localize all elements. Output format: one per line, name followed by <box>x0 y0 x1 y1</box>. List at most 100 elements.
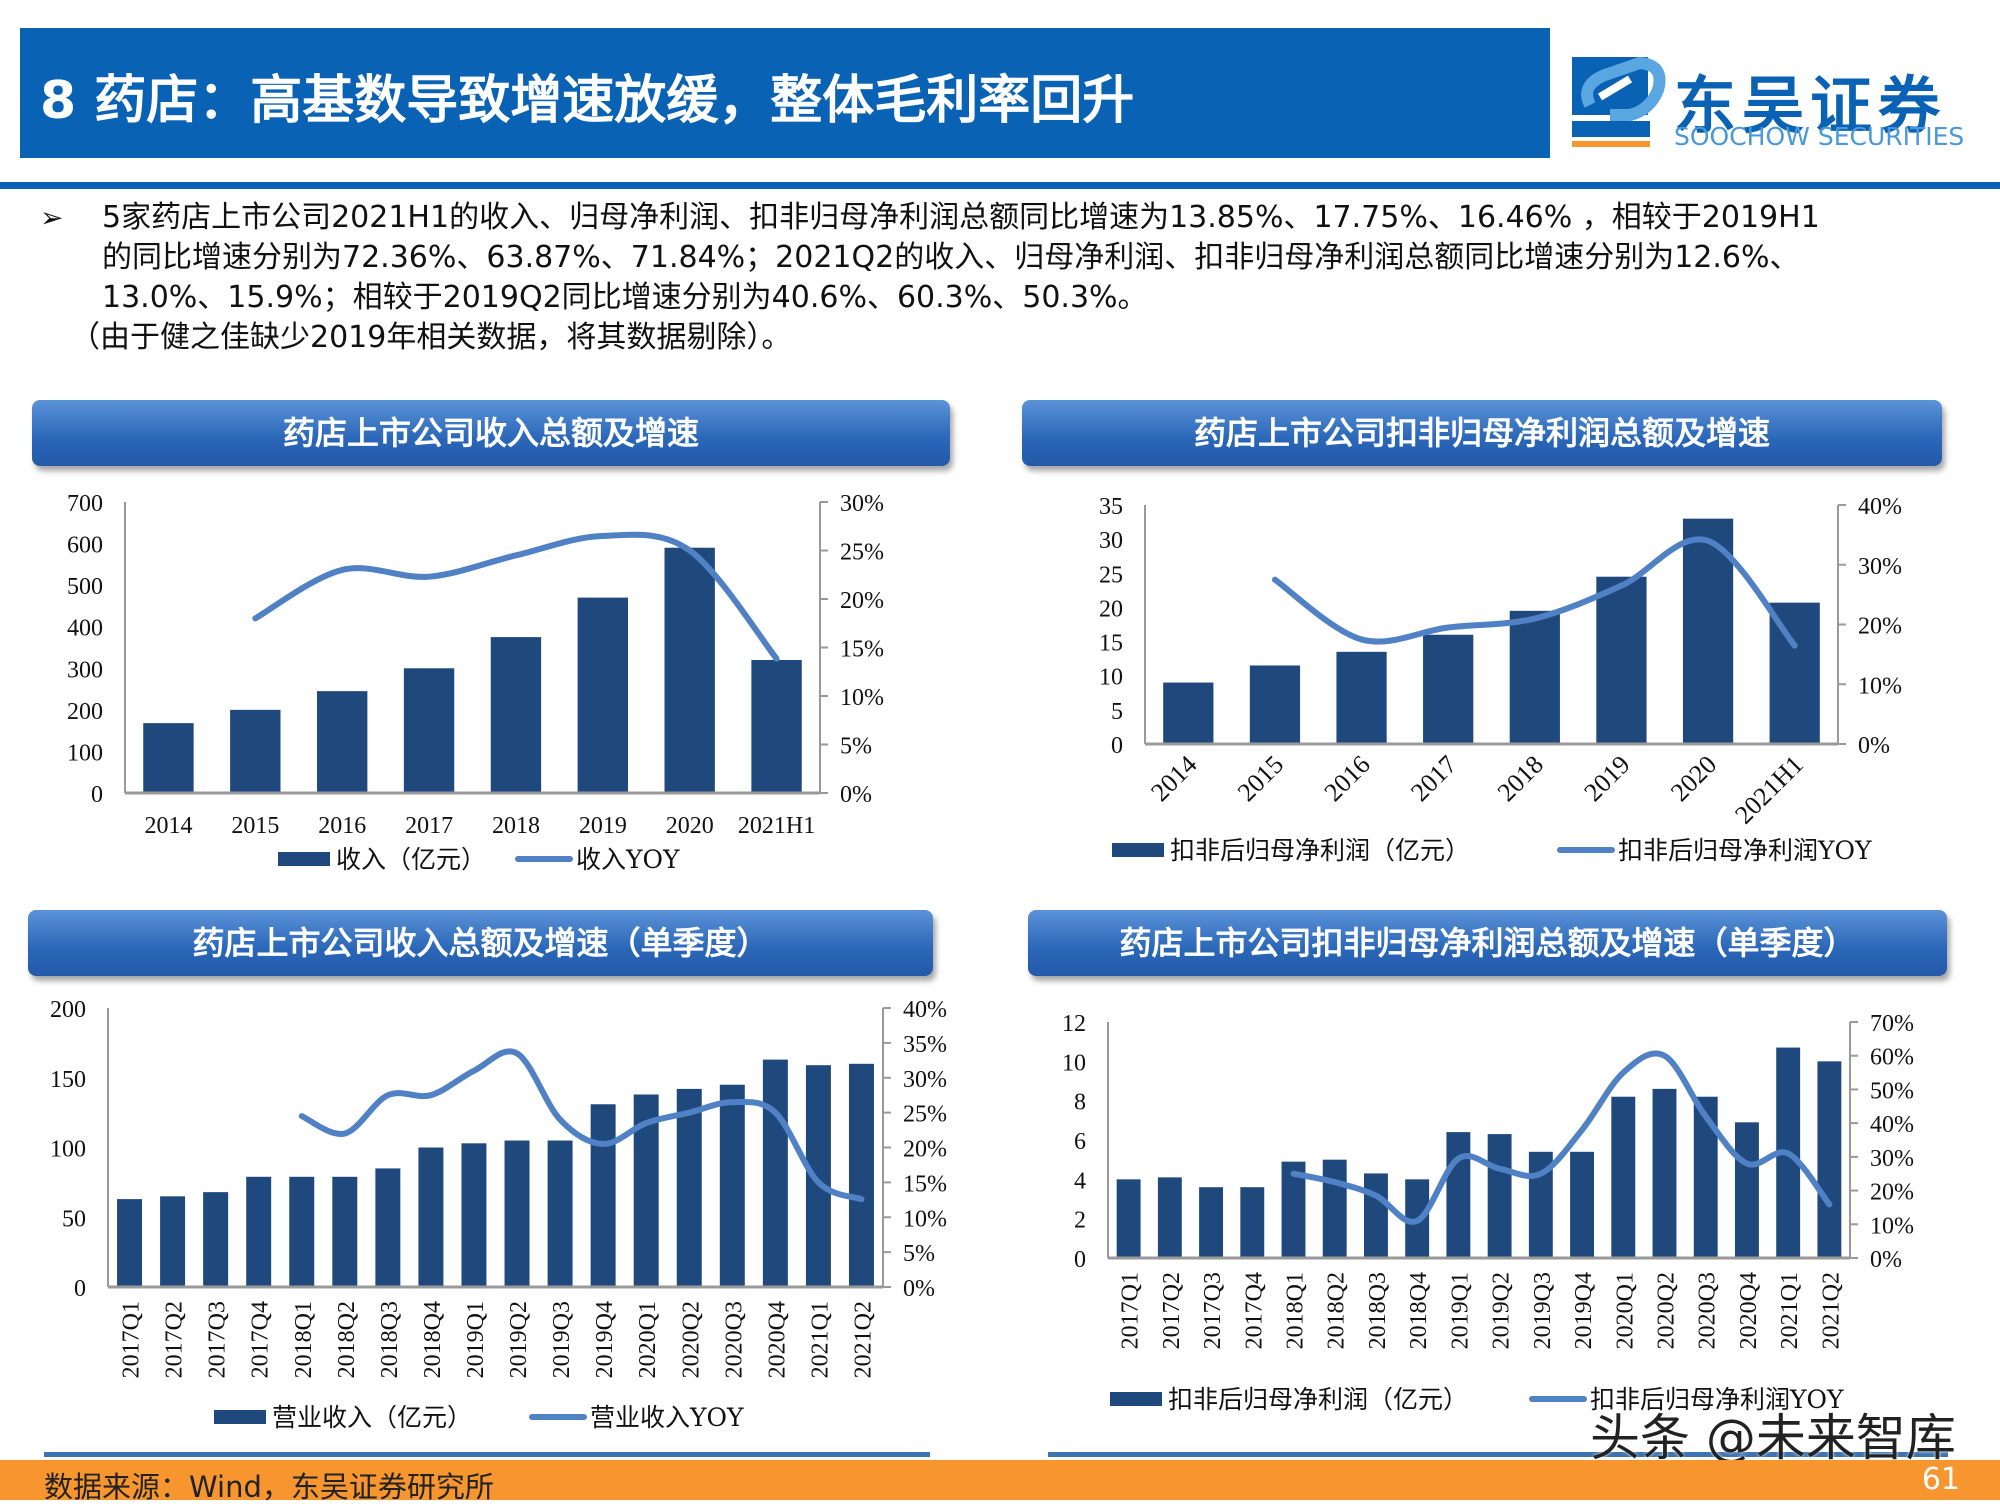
y-right-tick-label: 50% <box>1870 1078 1914 1104</box>
y-left-tick-label: 0 <box>1074 1247 1086 1273</box>
y-right-tick-label: 0% <box>840 782 872 808</box>
legend-bar-swatch <box>214 1410 266 1424</box>
y-right-tick-label: 25% <box>840 540 884 566</box>
x-tick-label: 2017Q4 <box>1241 1272 1267 1349</box>
y-left-tick-label: 15 <box>1099 631 1123 657</box>
bar <box>375 1168 401 1287</box>
scs-logo-icon <box>1572 56 1666 147</box>
x-tick-label: 2018Q1 <box>291 1301 317 1378</box>
x-tick-label: 2018Q3 <box>1365 1272 1391 1349</box>
bar <box>1734 1122 1759 1258</box>
y-left-tick-label: 25 <box>1099 562 1123 588</box>
y-left-tick-label: 0 <box>91 782 103 808</box>
bar <box>246 1176 272 1287</box>
yoy-line <box>1271 536 1798 649</box>
legend-bar-swatch <box>1110 1392 1162 1406</box>
y-right-tick-label: 40% <box>1870 1112 1914 1138</box>
logo-text-en: SOOCHOW SECURITIES <box>1674 122 1965 151</box>
x-tick-label: 2021H1 <box>738 813 815 839</box>
x-tick-label: 2017Q4 <box>248 1301 274 1378</box>
bar <box>1249 665 1301 744</box>
bar <box>676 1088 702 1287</box>
yoy-line <box>298 1048 865 1203</box>
bar <box>848 1063 874 1287</box>
summary-line: 的同比增速分别为72.36%、63.87%、71.84%；2021Q2的收入、归… <box>102 240 1800 275</box>
bar <box>332 1176 358 1287</box>
x-tick-label: 2017Q1 <box>119 1301 145 1378</box>
footer-divider <box>1048 1452 1948 1457</box>
x-tick-label: 2019Q4 <box>592 1301 618 1378</box>
x-tick-label: 2017Q1 <box>1118 1272 1144 1349</box>
x-tick-label: 2020Q2 <box>678 1301 704 1378</box>
x-tick-label: 2015 <box>231 813 279 839</box>
y-right-tick-label: 40% <box>903 997 947 1023</box>
bar <box>117 1199 143 1287</box>
y-left-tick-label: 2 <box>1074 1208 1086 1234</box>
x-tick-label: 2021Q2 <box>850 1301 876 1378</box>
y-left-tick-label: 20 <box>1099 596 1123 622</box>
summary-note: （由于健之佳缺少2019年相关数据，将其数据剔除）。 <box>70 320 792 355</box>
bar <box>1199 1187 1224 1258</box>
company-logo: 东吴证券 SOOCHOW SECURITIES <box>1570 55 1970 155</box>
page-number: 61 <box>1921 1462 1960 1497</box>
bar <box>1423 634 1474 744</box>
y-left-tick-label: 0 <box>1111 733 1123 759</box>
bar <box>1817 1061 1842 1258</box>
y-right-tick-label: 30% <box>1858 554 1902 580</box>
bar <box>504 1140 530 1287</box>
x-tick-label: 2019Q2 <box>1489 1272 1515 1349</box>
y-right-tick-label: 10% <box>903 1206 947 1232</box>
x-tick-label: 2020Q4 <box>764 1301 790 1378</box>
x-tick-label: 2021Q1 <box>807 1301 833 1378</box>
bar <box>1336 651 1387 744</box>
chart-title-profit-quarterly: 药店上市公司扣非归母净利润总额及增速（单季度） <box>1028 910 1947 976</box>
watermark: 头条 @未来智库 <box>1590 1409 1956 1467</box>
x-tick-label: 2014 <box>1145 750 1202 807</box>
x-tick-label: 2019 <box>1578 750 1635 807</box>
bar <box>577 597 629 793</box>
x-tick-label: 2020Q3 <box>1695 1272 1721 1349</box>
bar <box>1509 610 1560 744</box>
bar <box>664 547 715 793</box>
y-left-tick-label: 600 <box>67 533 103 559</box>
y-right-tick-label: 15% <box>903 1171 947 1197</box>
bar <box>316 691 368 793</box>
x-tick-label: 2020Q4 <box>1736 1272 1762 1349</box>
x-tick-label: 2019Q3 <box>1530 1272 1556 1349</box>
y-left-tick-label: 12 <box>1062 1011 1086 1037</box>
y-right-tick-label: 5% <box>903 1241 935 1267</box>
bar <box>1240 1187 1265 1258</box>
y-right-tick-label: 20% <box>1858 614 1902 640</box>
page-title: 8 药店：高基数导致增速放缓，整体毛利率回升 <box>40 71 1135 131</box>
x-tick-label: 2021Q2 <box>1818 1272 1844 1349</box>
bar <box>590 1104 616 1287</box>
y-right-tick-label: 20% <box>903 1137 947 1163</box>
x-tick-label: 2020Q2 <box>1654 1272 1680 1349</box>
arrow-bullet-icon: ➢ <box>40 201 64 234</box>
bar <box>1322 1159 1347 1258</box>
x-tick-label: 2019Q2 <box>506 1301 532 1378</box>
y-right-tick-label: 30% <box>1870 1146 1914 1172</box>
legend-bar-label: 扣非后归母净利润（亿元） <box>1168 1385 1468 1414</box>
logo-text-cn: 东吴证券 <box>1674 69 1947 142</box>
y-right-tick-label: 0% <box>1870 1247 1902 1273</box>
y-left-tick-label: 200 <box>50 997 86 1023</box>
legend-line-label: 收入YOY <box>576 845 680 874</box>
legend-line-label: 扣非后归母净利润YOY <box>1618 836 1872 865</box>
legend-line-label: 营业收入YOY <box>590 1403 744 1432</box>
bar <box>490 637 542 793</box>
x-tick-label: 2018Q4 <box>1406 1272 1432 1349</box>
bar <box>461 1143 487 1287</box>
x-tick-label: 2017Q3 <box>205 1301 231 1378</box>
x-tick-label: 2018Q3 <box>377 1301 403 1378</box>
bar <box>1487 1134 1512 1258</box>
y-right-tick-label: 20% <box>1870 1180 1914 1206</box>
x-tick-label: 2019 <box>579 813 627 839</box>
chart-title-revenue-quarterly: 药店上市公司收入总额及增速（单季度） <box>28 910 933 976</box>
bar <box>203 1192 229 1287</box>
bar <box>1446 1132 1471 1258</box>
y-right-tick-label: 60% <box>1870 1045 1914 1071</box>
x-tick-label: 2018 <box>492 813 540 839</box>
y-left-tick-label: 5 <box>1111 699 1123 725</box>
